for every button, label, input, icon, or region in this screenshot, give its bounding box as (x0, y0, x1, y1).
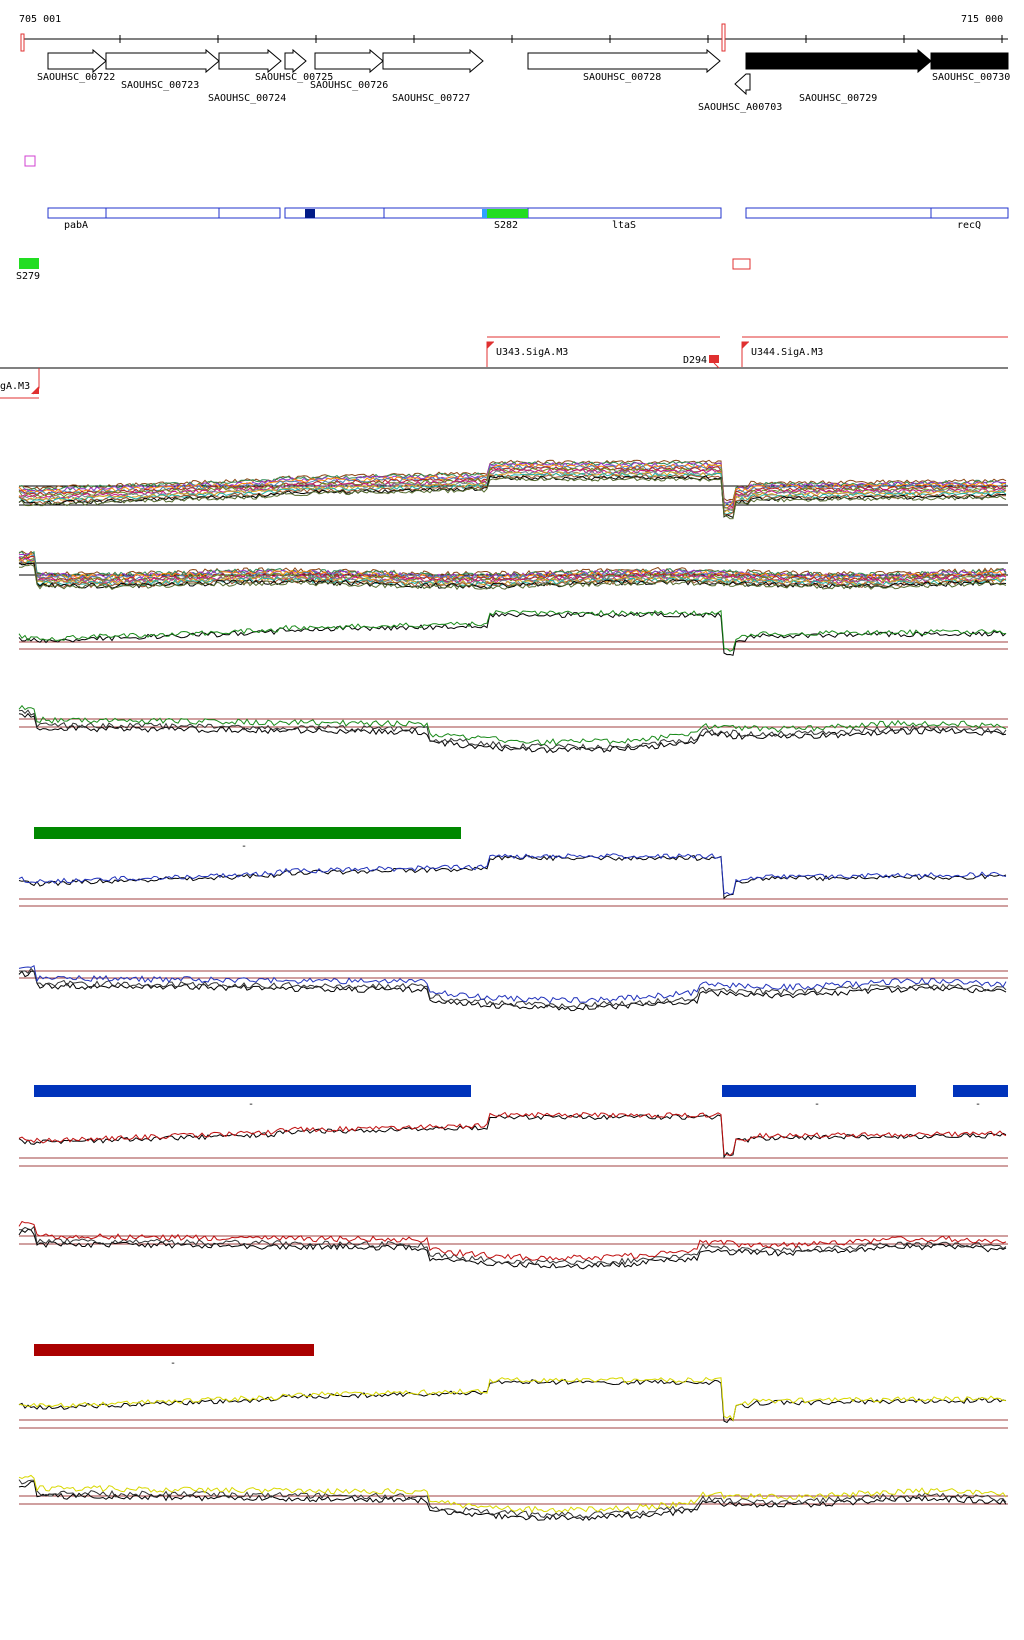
sense-series-black (18, 1114, 1007, 1159)
antisense-series-black (18, 1479, 1007, 1519)
sense-series (18, 609, 1006, 652)
segment-mark: - (248, 1099, 254, 1110)
segment-mark: - (814, 1099, 820, 1110)
antisense-series (18, 965, 1007, 1004)
antisense-series-black (18, 1228, 1007, 1270)
region-start-marker (20, 33, 25, 52)
segment-bar-green[interactable] (34, 827, 461, 839)
segment-bar-blue[interactable] (953, 1085, 1008, 1097)
feature-s279[interactable] (19, 258, 39, 269)
antisense-series-black (18, 709, 1007, 751)
gene-arrow-00729[interactable] (745, 48, 932, 74)
antisense-series-black (18, 712, 1007, 754)
tss-label: gA.M3 (0, 381, 30, 392)
operon-label: pabA (64, 220, 88, 231)
segment-mark: - (975, 1099, 981, 1110)
condition-series (18, 558, 1007, 586)
sense-series-black (18, 1379, 1007, 1424)
operon-cyan-segment (482, 209, 487, 218)
tss-label: U344.SigA.M3 (751, 347, 823, 358)
gene-arrow-00726[interactable] (314, 48, 384, 74)
antisense-series (18, 1220, 1007, 1261)
segment-bars: - - - - - (34, 827, 1008, 1369)
sense-series (18, 1376, 1007, 1422)
tss-label: D294 (683, 355, 707, 366)
segment-bar-blue[interactable] (722, 1085, 916, 1097)
gene-label: SAOUHSC_00725 (255, 72, 333, 83)
gene-arrow-00725[interactable] (284, 48, 307, 74)
tss-marker-d294[interactable] (709, 355, 719, 363)
condition-series (18, 468, 1007, 511)
tss-flag-icon (487, 342, 494, 349)
operon-label: S282 (494, 220, 518, 231)
start-coordinate: 705 001 (19, 14, 61, 25)
tss-flag-icon (31, 386, 39, 394)
annotation-marker-box (24, 155, 36, 167)
antisense-series-black (18, 1225, 1007, 1266)
gene-arrow-A00703[interactable] (734, 73, 751, 96)
gene-label: SAOUHSC_00722 (37, 72, 115, 83)
gene-label: SAOUHSC_A00703 (698, 102, 782, 113)
gene-label: SAOUHSC_00727 (392, 93, 470, 104)
gene-arrow-00724[interactable] (218, 48, 282, 74)
condition-series (18, 464, 1007, 509)
operon-green-segment (487, 209, 528, 218)
condition-series (18, 553, 1007, 582)
coordinate-ruler: 705 001 715 000 (19, 14, 1008, 52)
gene-arrow-00730[interactable] (930, 52, 1009, 70)
feature-empty-box (732, 258, 751, 270)
tss-flag-icon (742, 342, 749, 349)
condition-series (18, 459, 1007, 502)
sense-series-black (18, 611, 1007, 656)
antisense-series-black (18, 1481, 1007, 1522)
operon-block[interactable] (47, 207, 281, 219)
gene-arrow-00722[interactable] (47, 48, 107, 74)
gene-arrow-00723[interactable] (105, 48, 220, 74)
gene-label: SAOUHSC_00729 (799, 93, 877, 104)
sense-series (18, 853, 1007, 896)
operon-dark-segment (305, 209, 315, 218)
region-mid-marker (721, 23, 726, 52)
gene-track: SAOUHSC_00722 SAOUHSC_00723 SAOUHSC_0072… (37, 48, 1010, 113)
expression-tracks (18, 459, 1008, 1522)
feature-label: S279 (16, 271, 40, 282)
antisense-series-black (18, 970, 1007, 1012)
gene-label: SAOUHSC_00726 (310, 80, 388, 91)
segment-mark: - (241, 841, 247, 852)
condition-series (18, 474, 1006, 516)
tss-label: U343.SigA.M3 (496, 347, 568, 358)
antisense-series (18, 704, 1007, 746)
gene-arrow-00727[interactable] (382, 48, 484, 74)
condition-series (18, 550, 1007, 578)
gene-label: SAOUHSC_00728 (583, 72, 661, 83)
condition-series (18, 476, 1007, 520)
gene-label: SAOUHSC_00723 (121, 80, 199, 91)
end-coordinate: 715 000 (961, 14, 1003, 25)
gene-label: SAOUHSC_00730 (932, 72, 1010, 83)
condition-series (18, 471, 1007, 514)
tss-track: U343.SigA.M3 U344.SigA.M3 D294 gA.M3 (0, 336, 1008, 399)
gene-arrow-00728[interactable] (527, 48, 721, 74)
operon-label: ltaS (612, 220, 636, 231)
segment-mark: - (170, 1358, 176, 1369)
gene-label: SAOUHSC_00724 (208, 93, 286, 104)
operon-track: pabA S282 ltaS recQ (47, 207, 1009, 231)
sense-series (18, 1111, 1007, 1157)
operon-block[interactable] (745, 207, 1009, 219)
operon-label: recQ (957, 220, 981, 231)
segment-bar-blue[interactable] (34, 1085, 471, 1097)
antisense-series (18, 1474, 1007, 1514)
antisense-series-black (19, 967, 1007, 1009)
segment-bar-red[interactable] (34, 1344, 314, 1356)
condition-series (19, 564, 1007, 591)
